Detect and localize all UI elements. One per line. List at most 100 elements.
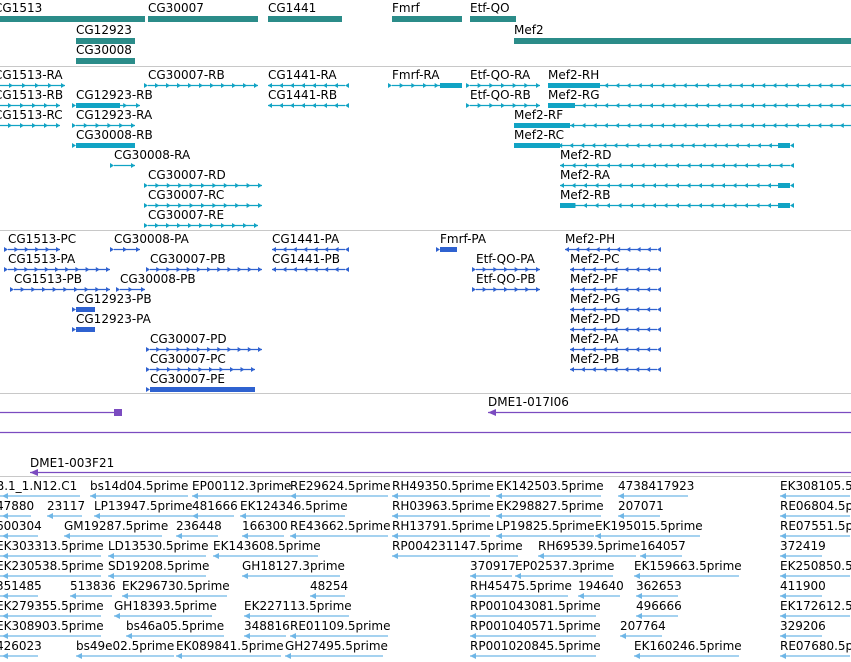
protein-cg12923-pb[interactable]: CG12923-PB — [72, 292, 152, 312]
est-sd19208-5prime[interactable]: SD19208.5prime — [108, 559, 209, 579]
est-47880[interactable]: 47880 — [0, 499, 34, 519]
est-ek089841-5prime[interactable]: EK089841.5prime — [176, 639, 284, 659]
est-23117[interactable]: 23117 — [47, 499, 85, 519]
protein-cg1441-pa[interactable]: CG1441-PA — [272, 232, 349, 252]
est-600304[interactable]: 600304 — [0, 519, 42, 539]
protein-mef2-pd[interactable]: Mef2-PD — [570, 312, 661, 332]
protein-cg1513-pc[interactable]: CG1513-PC — [4, 232, 76, 252]
protein-etf-qo-pa[interactable]: Etf-QO-PA — [472, 252, 540, 272]
transcript-cg12923-ra[interactable]: CG12923-RA — [72, 108, 153, 128]
est-gh18127-3prime[interactable]: GH18127.3prime — [242, 559, 345, 579]
est-ek143608-5prime[interactable]: EK143608.5prime — [213, 539, 321, 559]
est-ek230538-5prime[interactable]: EK230538.5prime — [0, 559, 104, 579]
transcript-cg30008-rb[interactable]: CG30008-RB — [72, 128, 153, 148]
protein-cg30007-pc[interactable]: CG30007-PC — [146, 352, 255, 372]
est-gm19287-5prime[interactable]: GM19287.5prime — [64, 519, 168, 539]
protein-cg30007-pd[interactable]: CG30007-PD — [146, 332, 262, 352]
est-411900[interactable]: 411900 — [780, 579, 826, 599]
transcript-etf-qo-ra[interactable]: Etf-QO-RA — [466, 68, 540, 88]
protein-mef2-pf[interactable]: Mef2-PF — [570, 272, 661, 292]
est-b-1-1-n12-c1[interactable]: B.1_1.N12.C1 — [0, 479, 80, 499]
est-rh13791-5prime[interactable]: RH13791.5prime — [392, 519, 494, 539]
protein-mef2-pc[interactable]: Mef2-PC — [570, 252, 661, 272]
est-bs14d04-5prime[interactable]: bs14d04.5prime — [90, 479, 188, 499]
transcript-cg30008-ra[interactable]: CG30008-RA — [110, 148, 191, 168]
transcript-cg30007-rd[interactable]: CG30007-RD — [144, 168, 262, 188]
est-ek303313-5prime[interactable]: EK303313.5prime — [0, 539, 104, 559]
est-194640[interactable]: 194640 — [578, 579, 624, 599]
protein-mef2-pg[interactable]: Mef2-PG — [570, 292, 661, 312]
est-496666[interactable]: 496666 — [636, 599, 682, 619]
protein-etf-qo-pb[interactable]: Etf-QO-PB — [472, 272, 540, 292]
transcript-cg1513-rc[interactable]: CG1513-RC — [0, 108, 63, 128]
clone-dme1-003f21[interactable]: DME1-003F21 — [30, 456, 851, 476]
est-362653[interactable]: 362653 — [636, 579, 682, 599]
est-rp004231147-5prime[interactable]: RP004231147.5prime — [392, 539, 523, 559]
transcript-mef2-rg[interactable]: Mef2-RG — [548, 88, 851, 108]
clone-dme1-017i06[interactable]: DME1-017I06 — [488, 395, 851, 416]
est-426023[interactable]: 426023 — [0, 639, 42, 659]
est-329206[interactable]: 329206 — [780, 619, 826, 639]
protein-cg30007-pb[interactable]: CG30007-PB — [146, 252, 262, 272]
transcript-mef2-ra[interactable]: Mef2-RA — [560, 168, 794, 188]
est-4738417923[interactable]: 4738417923 — [618, 479, 694, 499]
est-370917[interactable]: 370917 — [470, 559, 516, 579]
gene-fmrf[interactable]: Fmrf — [392, 1, 462, 22]
transcript-cg30007-rc[interactable]: CG30007-RC — [144, 188, 262, 208]
protein-cg30008-pa[interactable]: CG30008-PA — [110, 232, 190, 252]
est-ek142503-5prime[interactable]: EK142503.5prime — [496, 479, 604, 499]
transcript-etf-qo-rb[interactable]: Etf-QO-RB — [466, 88, 540, 108]
clone-span-left[interactable] — [0, 409, 122, 416]
transcript-fmrf-ra[interactable]: Fmrf-RA — [388, 68, 462, 88]
est-ek296730-5prime[interactable]: EK296730.5prime — [122, 579, 230, 599]
est-rp001043081-5prime[interactable]: RP001043081.5prime — [470, 599, 601, 619]
est-rh03963-5prime[interactable]: RH03963.5prime — [392, 499, 494, 519]
est-207071[interactable]: 207071 — [618, 499, 664, 519]
transcript-cg12923-rb[interactable]: CG12923-RB — [72, 88, 153, 108]
transcript-mef2-rd[interactable]: Mef2-RD — [560, 148, 794, 168]
est-ek159663-5prime[interactable]: EK159663.5prime — [634, 559, 742, 579]
est-ek298827-5prime[interactable]: EK298827.5prime — [496, 499, 604, 519]
est-gh18393-5prime[interactable]: GH18393.5prime — [114, 599, 217, 619]
est-351485[interactable]: 351485 — [0, 579, 42, 599]
est-rp001020845-5prime[interactable]: RP001020845.5prime — [470, 639, 601, 659]
est-166300[interactable]: 166300 — [242, 519, 288, 539]
est-rp001040571-5prime[interactable]: RP001040571.5prime — [470, 619, 601, 639]
est-48254[interactable]: 48254 — [310, 579, 348, 599]
est-ep02537-3prime[interactable]: EP02537.3prime — [515, 559, 614, 579]
est-rh49350-5prime[interactable]: RH49350.5prime — [392, 479, 494, 499]
est-372419[interactable]: 372419 — [780, 539, 826, 559]
est-ek308105-5[interactable]: EK308105.5 — [780, 479, 851, 499]
est-lp19825-5prime[interactable]: LP19825.5prime — [496, 519, 595, 539]
est-ek250850-5[interactable]: EK250850.5 — [780, 559, 851, 579]
protein-cg12923-pa[interactable]: CG12923-PA — [72, 312, 152, 332]
est-bs49e02-5prime[interactable]: bs49e02.5prime — [76, 639, 174, 659]
transcript-cg30007-rb[interactable]: CG30007-RB — [144, 68, 258, 88]
gene-cg1513[interactable]: CG1513 — [0, 1, 145, 22]
est-re07680-5p[interactable]: RE07680.5p — [780, 639, 851, 659]
transcript-mef2-rc[interactable]: Mef2-RC — [514, 128, 794, 148]
est-re01109-5prime[interactable]: RE01109.5prime — [290, 619, 391, 639]
gene-etf-qo[interactable]: Etf-QO — [470, 1, 516, 22]
protein-cg30008-pb[interactable]: CG30008-PB — [116, 272, 196, 292]
protein-cg30007-pe[interactable]: CG30007-PE — [146, 372, 255, 392]
protein-cg1513-pa[interactable]: CG1513-PA — [4, 252, 110, 272]
transcript-cg30007-re[interactable]: CG30007-RE — [144, 208, 258, 228]
est-348816[interactable]: 348816 — [244, 619, 290, 639]
est-ek227113-5prime[interactable]: EK227113.5prime — [244, 599, 352, 619]
est-re29624-5prime[interactable]: RE29624.5prime — [290, 479, 391, 499]
protein-cg1441-pb[interactable]: CG1441-PB — [272, 252, 349, 272]
gene-mef2[interactable]: Mef2 — [514, 23, 851, 44]
est-bs46a05-5prime[interactable]: bs46a05.5prime — [126, 619, 224, 639]
est-ek124346-5prime[interactable]: EK124346.5prime — [240, 499, 348, 519]
est-236448[interactable]: 236448 — [176, 519, 222, 539]
protein-mef2-pb[interactable]: Mef2-PB — [570, 352, 661, 372]
est-164057[interactable]: 164057 — [640, 539, 686, 559]
est-481666[interactable]: 481666 — [192, 499, 238, 519]
transcript-cg1513-rb[interactable]: CG1513-RB — [0, 88, 63, 108]
protein-fmrf-pa[interactable]: Fmrf-PA — [436, 232, 487, 252]
protein-mef2-ph[interactable]: Mef2-PH — [565, 232, 661, 252]
est-re43662-5prime[interactable]: RE43662.5prime — [290, 519, 391, 539]
est-gh27495-5prime[interactable]: GH27495.5prime — [285, 639, 388, 659]
transcript-cg1441-ra[interactable]: CG1441-RA — [268, 68, 349, 88]
